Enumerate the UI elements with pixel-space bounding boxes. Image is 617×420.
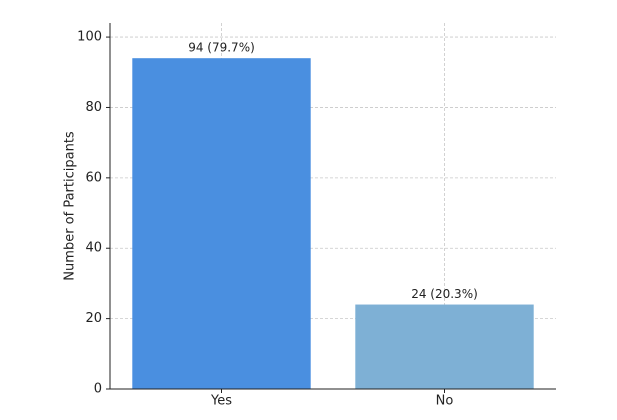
- value-label: 24 (20.3%): [411, 287, 478, 301]
- y-tick-label: 20: [85, 311, 102, 326]
- y-tick-label: 80: [85, 100, 102, 115]
- bar: [355, 304, 534, 389]
- x-tick-label: Yes: [210, 394, 232, 409]
- y-tick-label: 100: [77, 30, 102, 45]
- y-tick-label: 40: [85, 241, 102, 256]
- bar: [132, 58, 311, 389]
- y-tick-label: 60: [85, 170, 102, 185]
- y-axis-label: Number of Participants: [63, 131, 78, 281]
- value-label: 94 (79.7%): [188, 41, 255, 55]
- x-tick-label: No: [436, 394, 454, 409]
- y-tick-label: 0: [94, 382, 102, 397]
